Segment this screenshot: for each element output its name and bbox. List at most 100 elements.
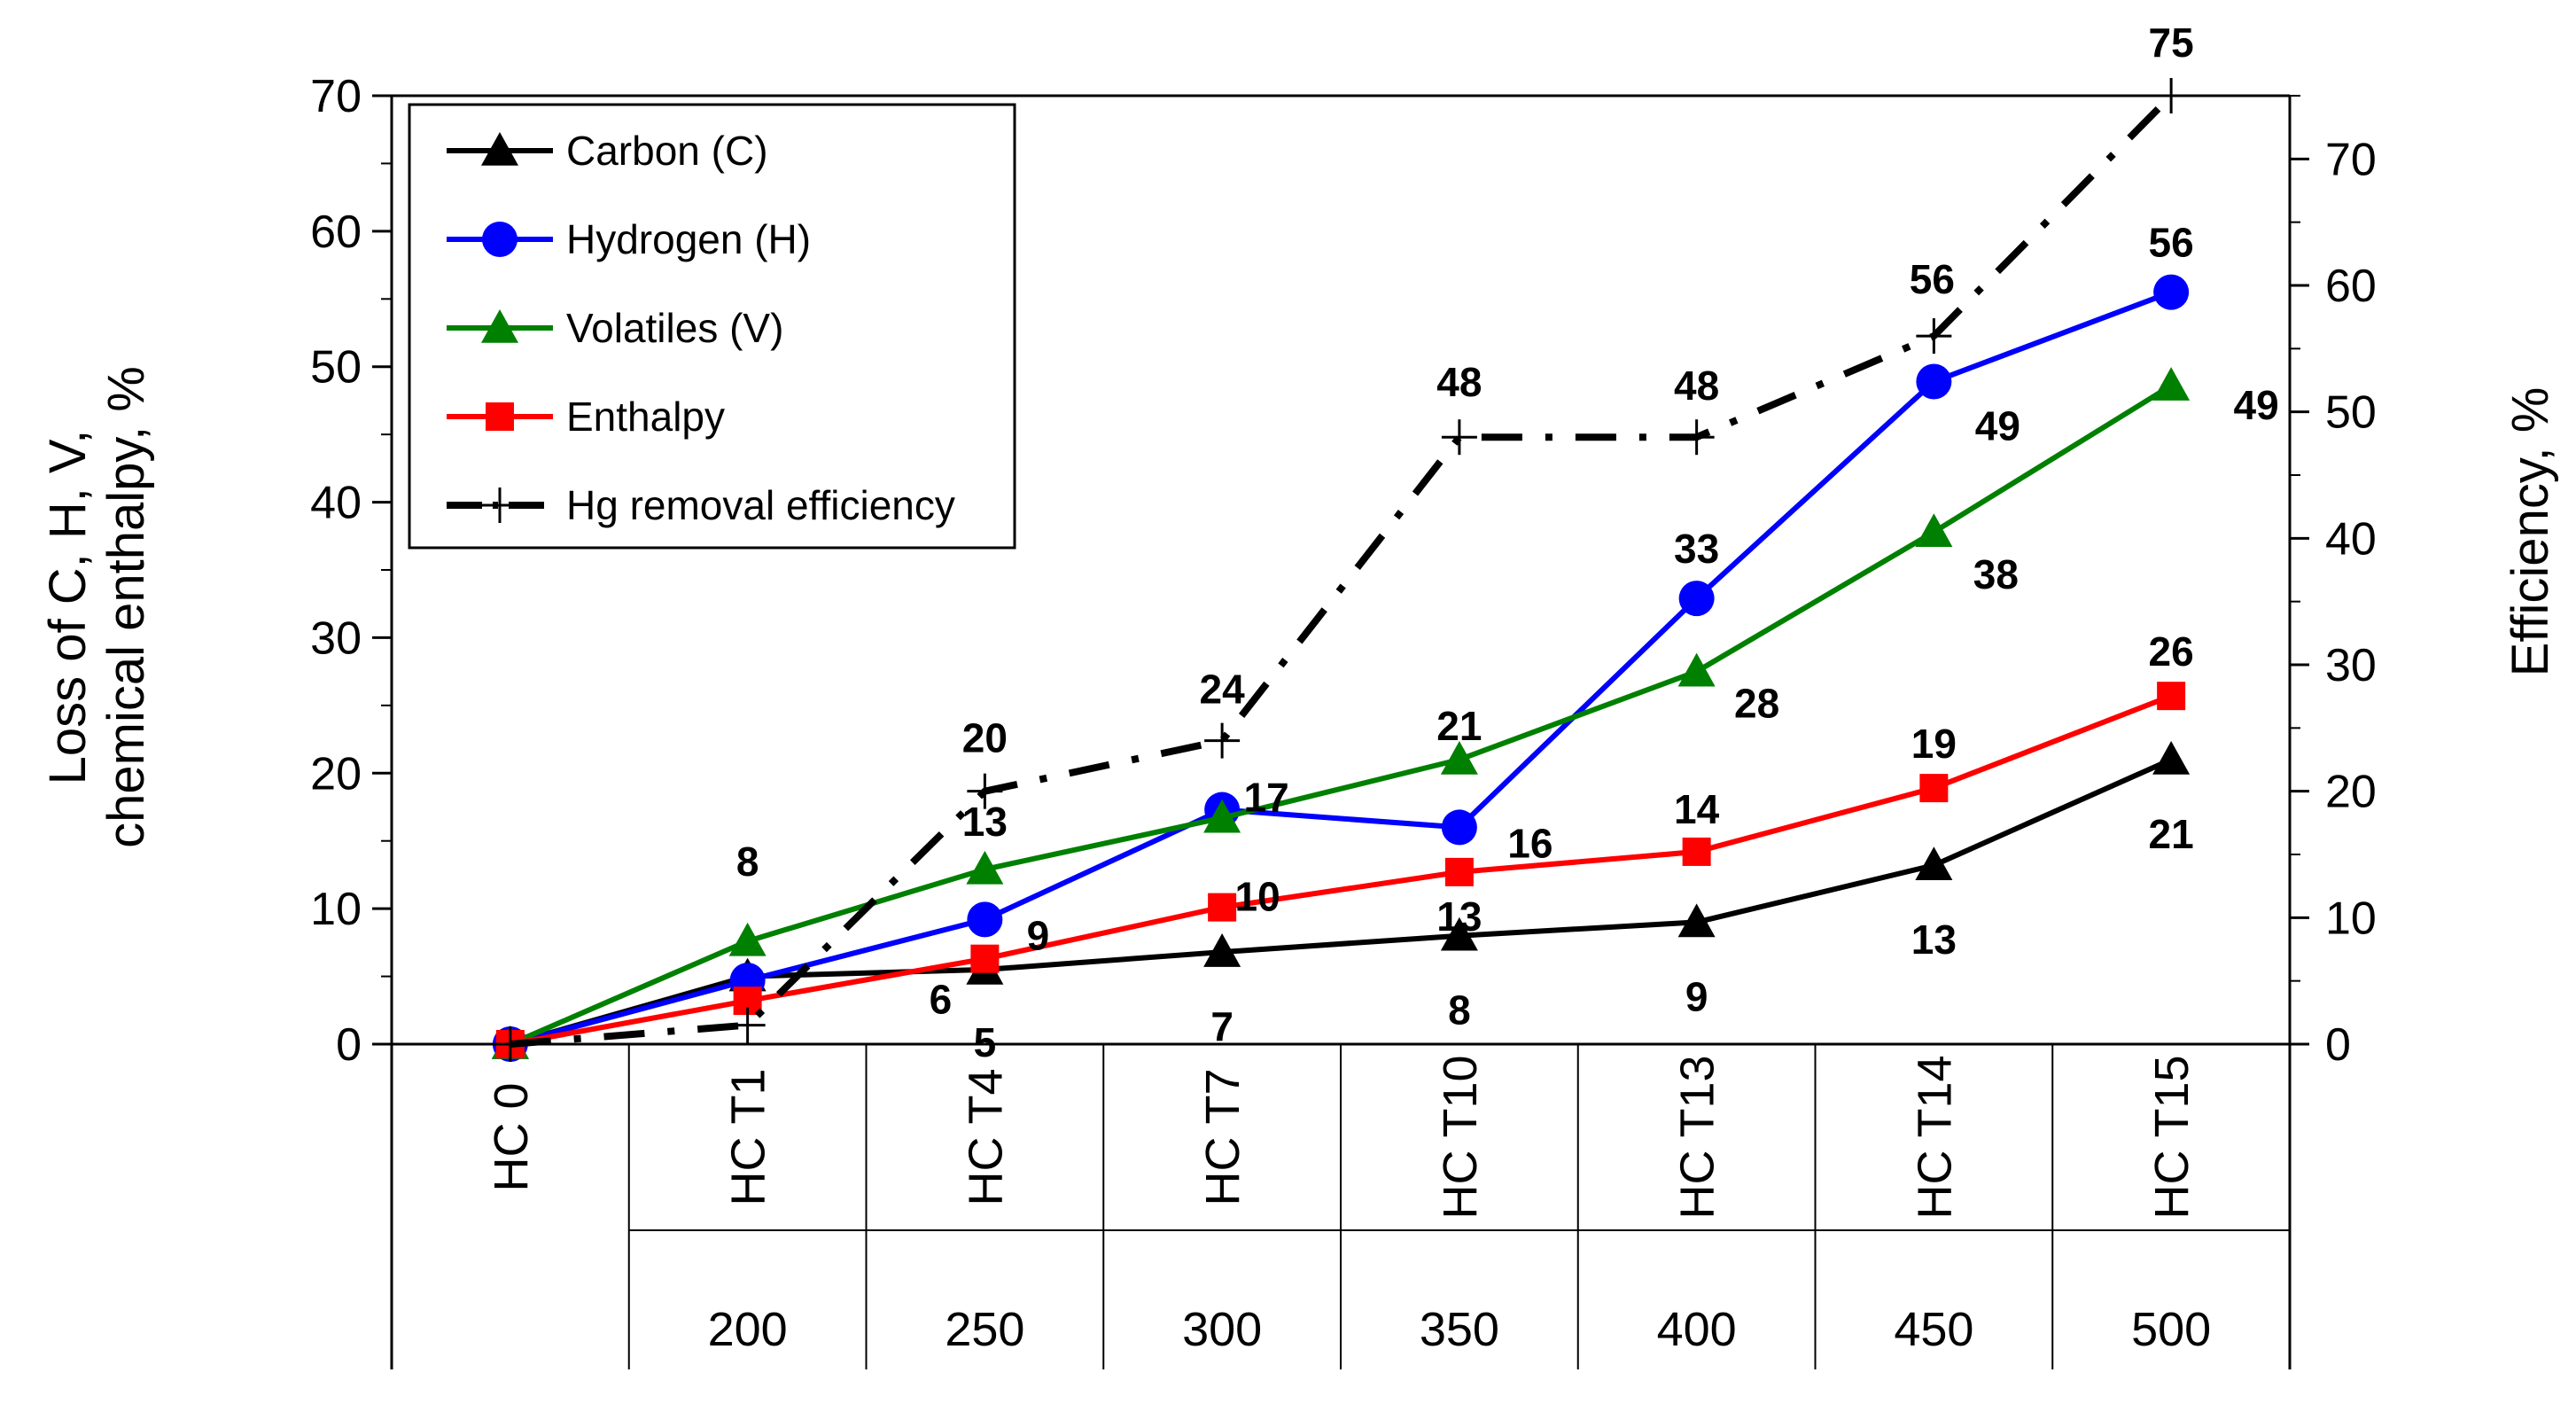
temperature-label: 450 bbox=[1894, 1303, 1973, 1356]
hydrogen-data-label: 56 bbox=[2149, 220, 2194, 266]
enthalpy-point bbox=[970, 944, 1000, 973]
hg-efficiency-point bbox=[729, 1007, 766, 1043]
legend-label-carbon: Carbon (C) bbox=[566, 128, 768, 174]
hydrogen-point bbox=[1441, 809, 1477, 846]
hydrogen-data-label: 9 bbox=[1027, 912, 1050, 958]
carbon-data-label: 13 bbox=[1911, 916, 1957, 963]
hydrogen-point bbox=[2153, 274, 2190, 310]
hg-efficiency-point bbox=[1678, 419, 1715, 456]
volatiles-point bbox=[1677, 652, 1716, 687]
volatiles-point bbox=[2152, 367, 2191, 401]
hydrogen-point bbox=[967, 901, 1003, 938]
category-label: HC T7 bbox=[1196, 1068, 1249, 1205]
category-label: HC T1 bbox=[722, 1068, 775, 1205]
hg-efficiency-series-line bbox=[510, 93, 2174, 1048]
category-label: HC T14 bbox=[1908, 1055, 1961, 1219]
hg-efficiency-data-label: 24 bbox=[1200, 667, 1246, 713]
legend-marker-volatiles bbox=[481, 309, 518, 343]
hg-efficiency-point bbox=[967, 773, 1003, 809]
right-tick-label: 60 bbox=[2325, 261, 2377, 312]
category-label: HC T15 bbox=[2145, 1055, 2199, 1219]
temperature-label: 400 bbox=[1657, 1303, 1737, 1356]
hg-efficiency-data-label: 75 bbox=[2149, 20, 2194, 66]
enthalpy-point bbox=[1919, 774, 1949, 803]
hg-efficiency-point bbox=[2153, 78, 2190, 113]
left-tick-label: 30 bbox=[310, 612, 362, 664]
temperature-label: 500 bbox=[2131, 1303, 2211, 1356]
legend-marker-carbon bbox=[481, 132, 518, 166]
volatiles-data-label: 38 bbox=[1973, 551, 2019, 597]
hg-efficiency-point bbox=[1441, 419, 1477, 456]
category-label: HC T13 bbox=[1671, 1055, 1724, 1219]
volatiles-point bbox=[1203, 799, 1241, 833]
volatiles-data-label: 21 bbox=[1436, 703, 1482, 749]
legend-label-enthalpy: Enthalpy bbox=[566, 394, 725, 440]
legend-label-volatiles: Volatiles (V) bbox=[566, 305, 783, 351]
volatiles-point bbox=[1915, 513, 1953, 547]
carbon-point bbox=[1915, 846, 1953, 881]
volatiles-data-label: 28 bbox=[1734, 681, 1779, 727]
hydrogen-data-label: 33 bbox=[1674, 526, 1719, 572]
hydrogen-data-label: 17 bbox=[1244, 775, 1289, 821]
volatiles-point bbox=[966, 850, 1004, 885]
left-tick-label: 40 bbox=[310, 478, 362, 529]
enthalpy-point bbox=[1444, 857, 1474, 886]
right-tick-label: 40 bbox=[2325, 513, 2377, 565]
hg-efficiency-data-label: 48 bbox=[1436, 359, 1482, 405]
volatiles-point bbox=[728, 922, 767, 956]
legend-marker-enthalpy bbox=[486, 402, 514, 431]
hg-efficiency-point bbox=[1204, 722, 1241, 759]
hg-efficiency-point bbox=[492, 1026, 528, 1062]
carbon-point bbox=[1677, 903, 1716, 938]
enthalpy-series-line bbox=[510, 693, 2173, 1047]
left-tick-label: 70 bbox=[310, 71, 362, 122]
right-tick-label: 20 bbox=[2325, 767, 2377, 818]
hg-efficiency-data-label: 48 bbox=[1674, 363, 1719, 409]
hydrogen-data-label: 16 bbox=[1507, 820, 1553, 866]
right-tick-label: 0 bbox=[2325, 1019, 2351, 1071]
temperature-label: 250 bbox=[945, 1303, 1024, 1356]
carbon-data-label: 8 bbox=[1448, 987, 1471, 1034]
left-tick-label: 10 bbox=[310, 884, 362, 935]
carbon-point bbox=[1440, 916, 1478, 951]
enthalpy-data-label: 19 bbox=[1911, 721, 1957, 767]
volatiles-series-line bbox=[509, 383, 2173, 1047]
enthalpy-data-label: 10 bbox=[1235, 874, 1280, 920]
legend-marker-hydrogen bbox=[482, 222, 518, 257]
enthalpy-data-label: 6 bbox=[930, 977, 953, 1023]
left-axis-title-line-1: Loss of C, H, V, bbox=[39, 430, 97, 785]
category-label: HC T4 bbox=[959, 1068, 1012, 1205]
left-tick-label: 20 bbox=[310, 748, 362, 800]
right-tick-label: 10 bbox=[2325, 893, 2377, 944]
hydrogen-series-line bbox=[510, 289, 2173, 1047]
temperature-label: 200 bbox=[708, 1303, 788, 1356]
carbon-data-label: 21 bbox=[2149, 811, 2194, 857]
carbon-data-label: 9 bbox=[1685, 973, 1708, 1019]
legend-label-hg-efficiency: Hg removal efficiency bbox=[566, 482, 955, 528]
left-tick-label: 50 bbox=[310, 342, 362, 394]
category-label: HC 0 bbox=[485, 1082, 538, 1191]
left-axis-title-line-2: chemical enthalpy, % bbox=[97, 366, 155, 848]
volatiles-data-label: 49 bbox=[2234, 382, 2279, 428]
carbon-data-label: 5 bbox=[974, 1019, 997, 1065]
carbon-point bbox=[2152, 741, 2191, 775]
legend-marker-hg-efficiency bbox=[482, 488, 518, 523]
category-label: HC T10 bbox=[1434, 1055, 1487, 1219]
carbon-point bbox=[1203, 933, 1241, 967]
legend-label-hydrogen: Hydrogen (H) bbox=[566, 216, 811, 262]
hg-efficiency-data-label: 56 bbox=[1910, 256, 1955, 302]
enthalpy-point bbox=[1208, 893, 1237, 922]
right-axis-title: Efficiency, % bbox=[2502, 387, 2559, 677]
temperature-label: 300 bbox=[1182, 1303, 1262, 1356]
carbon-data-label: 7 bbox=[1210, 1003, 1234, 1049]
hydrogen-data-label: 49 bbox=[1975, 403, 2020, 449]
left-tick-label: 0 bbox=[336, 1019, 362, 1071]
carbon-series-line bbox=[510, 757, 2173, 1047]
volatiles-data-label: 8 bbox=[736, 838, 759, 885]
hg-efficiency-point bbox=[1916, 318, 1952, 355]
enthalpy-data-label: 13 bbox=[1436, 893, 1482, 940]
enthalpy-data-label: 14 bbox=[1674, 786, 1720, 832]
enthalpy-data-label: 26 bbox=[2149, 628, 2194, 675]
